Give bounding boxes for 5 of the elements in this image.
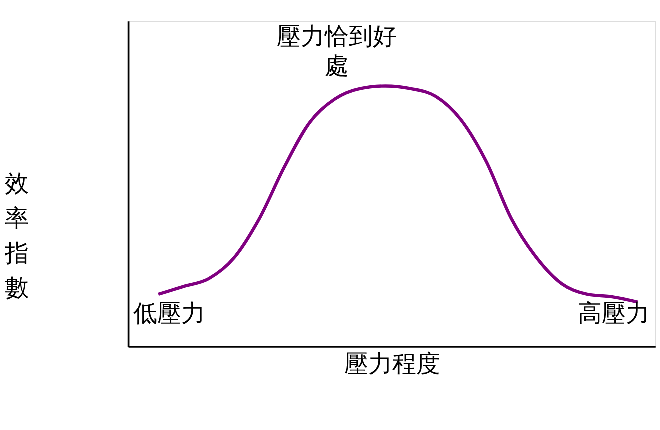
annotation: 高壓力: [578, 299, 650, 328]
y-axis-title: 效率指數: [4, 170, 29, 302]
text: 壓力恰到好處: [276, 22, 397, 80]
x-axis-title: 壓力程度: [344, 350, 440, 378]
annotation: 低壓力: [134, 299, 206, 328]
